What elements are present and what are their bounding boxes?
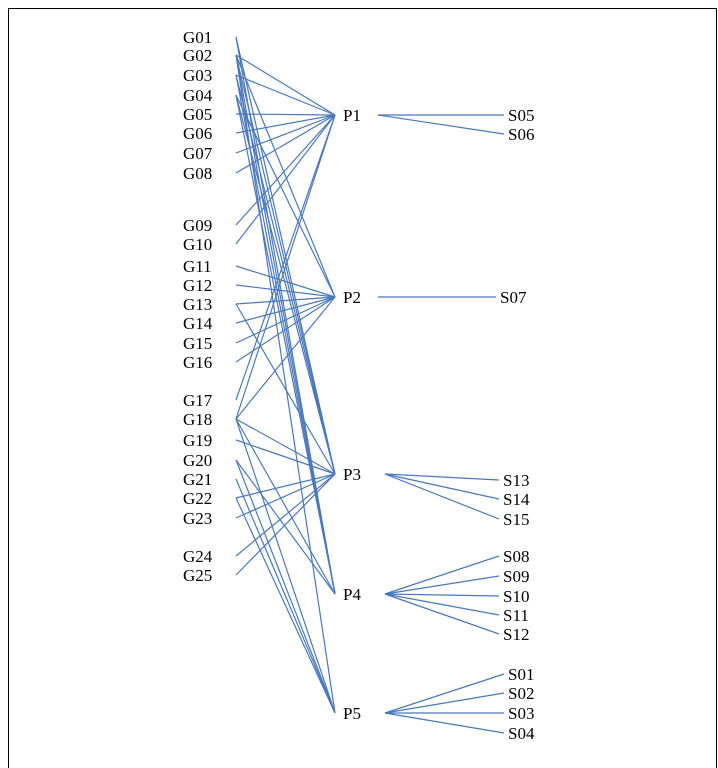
node-label-p1: P1 xyxy=(343,106,361,125)
edge-g06-p1 xyxy=(235,114,336,134)
node-label-s10: S10 xyxy=(503,587,529,606)
node-label-g24: G24 xyxy=(183,547,213,566)
node-label-p5: P5 xyxy=(343,704,361,723)
node-label-s09: S09 xyxy=(503,567,529,586)
node-label-s03: S03 xyxy=(508,704,534,723)
node-label-g07: G07 xyxy=(183,144,213,163)
node-label-p2: P2 xyxy=(343,288,361,307)
node-label-g10: G10 xyxy=(183,235,212,254)
node-label-s15: S15 xyxy=(503,510,529,529)
node-label-s12: S12 xyxy=(503,625,529,644)
node-label-g15: G15 xyxy=(183,334,212,353)
node-label-g18: G18 xyxy=(183,410,212,429)
edge-g20-p5 xyxy=(235,459,336,714)
edge-g22-p3 xyxy=(235,473,336,499)
edge-p4-s10 xyxy=(384,593,500,597)
edge-p5-s02 xyxy=(384,692,505,714)
edge-p5-s01 xyxy=(384,673,505,714)
node-label-p4: P4 xyxy=(343,585,361,604)
edge-g10-p1 xyxy=(235,114,336,245)
node-label-g05: G05 xyxy=(183,105,212,124)
edge-g18-p1 xyxy=(235,114,336,420)
edge-g19-p3 xyxy=(235,439,336,475)
edge-g14-p2 xyxy=(235,296,336,324)
edge-p4-s08 xyxy=(384,555,500,595)
edge-g17-p1 xyxy=(235,114,336,401)
edge-g02-p3 xyxy=(235,54,336,475)
node-label-g03: G03 xyxy=(183,66,212,85)
edge-g20-p4 xyxy=(235,459,336,595)
node-label-s05: S05 xyxy=(508,106,534,125)
edge-g09-p1 xyxy=(235,114,336,226)
node-label-g14: G14 xyxy=(183,314,213,333)
node-label-g09: G09 xyxy=(183,216,212,235)
edge-p4-s09 xyxy=(384,575,500,595)
edge-g18-p4 xyxy=(235,418,336,595)
edge-p3-s13 xyxy=(384,473,500,481)
edge-p1-s06 xyxy=(377,114,505,135)
node-label-g11: G11 xyxy=(183,257,212,276)
edge-p5-s04 xyxy=(384,712,505,734)
node-label-g21: G21 xyxy=(183,470,212,489)
edge-layer xyxy=(235,36,505,734)
edge-g24-p3 xyxy=(235,473,336,557)
node-label-g16: G16 xyxy=(183,353,212,372)
node-label-s14: S14 xyxy=(503,490,530,509)
node-label-s13: S13 xyxy=(503,471,529,490)
edge-g03-p3 xyxy=(235,74,336,475)
edge-g08-p1 xyxy=(235,114,336,174)
edge-g04-p3 xyxy=(235,94,336,475)
edge-g05-p1 xyxy=(235,113,336,116)
node-label-g20: G20 xyxy=(183,451,212,470)
node-label-g06: G06 xyxy=(183,124,212,143)
edge-g02-p4 xyxy=(235,54,336,595)
edge-g25-p3 xyxy=(235,473,336,576)
edge-p3-s14 xyxy=(384,473,500,500)
edge-g04-p4 xyxy=(235,94,336,595)
node-label-s11: S11 xyxy=(503,606,529,625)
edge-g18-p5 xyxy=(235,418,336,714)
node-label-p3: P3 xyxy=(343,465,361,484)
node-label-g01: G01 xyxy=(183,28,212,47)
edge-g13-p2 xyxy=(235,296,336,305)
edge-g02-p2 xyxy=(235,54,336,298)
node-label-s02: S02 xyxy=(508,684,534,703)
node-label-g04: G04 xyxy=(183,86,213,105)
node-label-g17: G17 xyxy=(183,391,213,410)
edge-g23-p3 xyxy=(235,473,336,519)
edge-g22-p5 xyxy=(235,497,336,714)
edge-p4-s11 xyxy=(384,593,500,616)
node-label-s08: S08 xyxy=(503,547,529,566)
node-label-g19: G19 xyxy=(183,431,212,450)
label-layer: G01G02G03G04G05G06G07G08G09G10G11G12G13G… xyxy=(183,28,535,743)
edge-g13-p3 xyxy=(235,303,336,475)
edge-g01-p3 xyxy=(235,36,336,475)
edge-g03-p4 xyxy=(235,74,336,595)
edge-g15-p2 xyxy=(235,296,336,344)
edge-p4-s12 xyxy=(384,593,500,635)
edge-g21-p5 xyxy=(235,478,336,714)
edge-g07-p1 xyxy=(235,114,336,154)
node-label-s06: S06 xyxy=(508,125,534,144)
node-label-g12: G12 xyxy=(183,276,212,295)
node-label-s07: S07 xyxy=(500,288,527,307)
node-label-g22: G22 xyxy=(183,489,212,508)
edge-g11-p2 xyxy=(235,265,336,298)
edge-g02-p1 xyxy=(235,54,336,116)
diagram-frame xyxy=(8,8,717,768)
edge-g04-p2 xyxy=(235,94,336,298)
node-label-s04: S04 xyxy=(508,724,535,743)
edge-g18-p3 xyxy=(235,418,336,475)
edge-p3-s15 xyxy=(384,473,500,520)
node-label-g02: G02 xyxy=(183,46,212,65)
edge-g12-p2 xyxy=(235,284,336,298)
node-label-g08: G08 xyxy=(183,164,212,183)
node-label-s01: S01 xyxy=(508,665,534,684)
node-label-g25: G25 xyxy=(183,566,212,585)
node-label-g13: G13 xyxy=(183,295,212,314)
edge-g03-p1 xyxy=(235,74,336,116)
node-label-g23: G23 xyxy=(183,509,212,528)
edge-g18-p2 xyxy=(235,296,336,420)
